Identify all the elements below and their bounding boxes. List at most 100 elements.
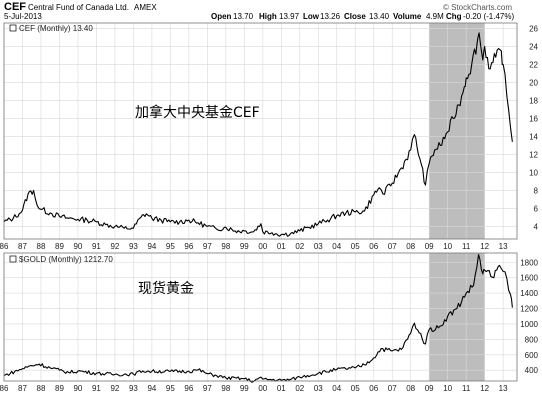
gold-y-tick-label: 1800 [520,258,538,267]
gold-x-tick-label: 92 [110,384,119,393]
cef-x-tick-label: 89 [55,242,64,251]
gold-y-tick-label: 600 [525,351,539,360]
cef-x-tick-label: 94 [147,242,156,251]
gold-plot-frame [3,252,518,382]
cef-x-tick-label: 03 [314,242,323,251]
gold-x-tick-label: 11 [462,384,471,393]
cef-legend-label: CEF (Monthly) 13.40 [19,24,93,33]
cef-x-tick-label: 07 [388,242,397,251]
gold-x-tick-label: 95 [166,384,175,393]
gold-x-tick-label: 90 [73,384,82,393]
gold-x-tick-label: 99 [240,384,249,393]
gold-legend-swatch [9,255,17,263]
cef-y-tick-label: 12 [529,150,538,159]
cef-y-tick-label: 14 [529,132,538,141]
gold-y-tick-label: 1400 [520,289,538,298]
cef-y-tick-label: 16 [529,114,538,123]
gold-x-tick-label: 08 [406,384,415,393]
cef-x-tick-label: 95 [166,242,175,251]
cef-x-tick-label: 02 [295,242,304,251]
gold-x-tick-label: 86 [0,384,9,393]
cef-x-tick-label: 12 [480,242,489,251]
cef-y-tick-label: 4 [534,222,539,231]
cef-price-line [3,32,513,237]
gold-x-tick-label: 96 [184,384,193,393]
cef-y-tick-label: 22 [529,60,538,69]
gold-x-tick-label: 00 [258,384,267,393]
gold-annotation: 现货黄金 [138,280,194,297]
gold-x-tick-label: 03 [314,384,323,393]
chg-value: -0.20 (-1.47%) [463,12,514,21]
cef-plot-frame [3,22,518,240]
cef-x-tick-label: 87 [18,242,27,251]
high-label: High [259,12,277,21]
quote-date: 5-Jul-2013 [4,12,42,21]
gold-x-tick-label: 98 [221,384,230,393]
gold-x-tick-label: 09 [425,384,434,393]
cef-panel: 4 6 8 10 12 14 16 18 20 22 24 26 86 87 88 89 90 91 92 93 94 9… [0,22,539,251]
gold-x-tick-label: 94 [147,384,156,393]
cef-shaded-range [429,23,485,239]
gold-x-tick-label: 05 [351,384,360,393]
cef-x-tick-label: 91 [92,242,101,251]
cef-x-tick-label: 98 [221,242,230,251]
gold-x-tick-label: 10 [443,384,452,393]
cef-x-tick-label: 10 [443,242,452,251]
cef-y-tick-label: 18 [529,96,538,105]
cef-legend-swatch [9,24,17,32]
exchange: AMEX [134,3,157,12]
cef-y-tick-label: 6 [534,204,539,213]
gold-x-tick-label: 88 [37,384,46,393]
cef-y-tick-label: 10 [529,168,538,177]
gold-y-tick-label: 1200 [520,305,538,314]
cef-y-tick-label: 8 [534,186,539,195]
gold-x-tick-label: 89 [55,384,64,393]
cef-x-tick-label: 92 [110,242,119,251]
gold-y-tick-label: 800 [525,335,539,344]
cef-x-tick-label: 00 [258,242,267,251]
gold-x-tick-label: 93 [129,384,138,393]
low-label: Low [303,12,320,21]
volume-value: 4.9M [426,12,444,21]
volume-label: Volume [393,12,422,21]
gold-x-tick-label: 02 [295,384,304,393]
gold-x-tick-label: 06 [369,384,378,393]
gold-x-tick-label: 87 [18,384,27,393]
symbol: CEF [4,1,26,13]
gold-x-tick-label: 12 [480,384,489,393]
gold-y-tick-label: 1000 [520,320,538,329]
gold-x-tick-label: 91 [92,384,101,393]
chg-label: Chg [446,12,462,21]
gold-price-line [3,253,513,383]
chart-header: CEF Central Fund of Canada Ltd. AMEX 5-J… [4,1,514,21]
cef-x-tick-label: 05 [351,242,360,251]
gold-y-tick-label: 1600 [520,274,538,283]
high-value: 13.97 [279,12,300,21]
gold-x-tick-label: 13 [499,384,508,393]
cef-x-tick-label: 90 [73,242,82,251]
cef-x-tick-label: 13 [499,242,508,251]
low-value: 13.26 [320,12,341,21]
gold-x-tick-label: 07 [388,384,397,393]
cef-x-tick-label: 08 [406,242,415,251]
cef-y-tick-label: 20 [529,78,538,87]
watermark: © StockCharts.com [443,3,512,12]
cef-x-tick-label: 06 [369,242,378,251]
cef-x-tick-label: 01 [277,242,286,251]
close-value: 13.40 [369,12,390,21]
gold-y-tick-label: 400 [525,366,539,375]
cef-annotation: 加拿大中央基金CEF [135,104,260,121]
cef-y-tick-label: 26 [529,24,538,33]
cef-y-tick-label: 24 [529,42,538,51]
cef-x-tick-label: 93 [129,242,138,251]
gold-x-tick-label: 01 [277,384,286,393]
cef-x-tick-label: 11 [462,242,471,251]
cef-x-tick-label: 99 [240,242,249,251]
cef-x-tick-label: 96 [184,242,193,251]
cef-x-tick-label: 86 [0,242,9,251]
open-label: Open [211,12,232,21]
close-label: Close [344,12,366,21]
company-name: Central Fund of Canada Ltd. [28,3,129,12]
